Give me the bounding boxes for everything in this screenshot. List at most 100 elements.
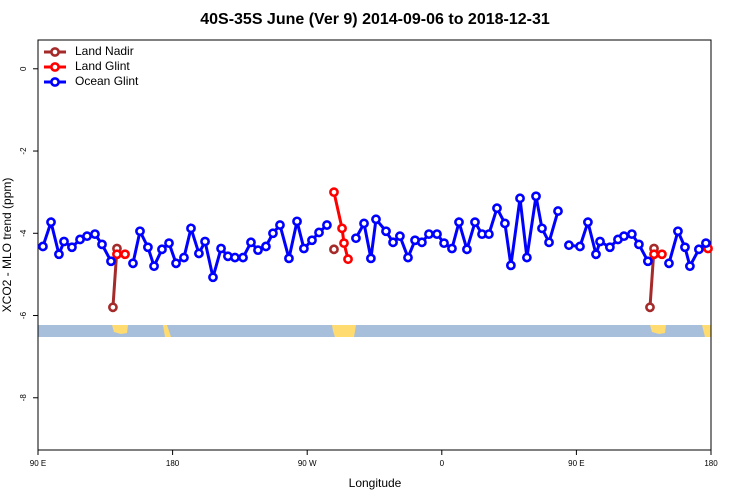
point (505, 260, 516, 271)
point (642, 256, 653, 267)
point (108, 302, 118, 313)
point (500, 218, 510, 229)
point (314, 227, 324, 238)
point (106, 256, 116, 267)
x-tick-label: 90 E (30, 459, 46, 468)
point (230, 252, 240, 263)
point (149, 261, 159, 272)
y-tick-label: -8 (19, 394, 28, 402)
point (595, 236, 605, 247)
point (299, 243, 309, 254)
point (657, 249, 667, 260)
point (143, 242, 153, 253)
point (619, 231, 629, 242)
x-tick-label: 180 (166, 459, 180, 468)
point (171, 258, 181, 269)
land-blob (332, 325, 356, 337)
point (164, 238, 174, 249)
point (521, 252, 532, 263)
point (284, 253, 294, 264)
point (67, 242, 77, 253)
point (575, 241, 585, 252)
point (329, 187, 339, 198)
legend-marker (50, 77, 60, 87)
point (179, 252, 189, 263)
point (531, 191, 541, 202)
y-axis-label: XCO2 - MLO trend (ppm) (0, 178, 14, 313)
point (90, 229, 100, 240)
ocean-strip (38, 325, 711, 337)
legend-label: Ocean Glint (75, 74, 139, 88)
point (351, 233, 361, 244)
y-tick-label: -2 (19, 147, 28, 155)
point (403, 252, 413, 263)
point (275, 220, 285, 230)
point (208, 272, 218, 283)
point (664, 258, 674, 269)
point (553, 206, 563, 216)
point (112, 249, 122, 260)
point (82, 231, 92, 242)
point (649, 249, 659, 260)
point (417, 237, 427, 248)
x-tick-label: 90 W (298, 459, 317, 468)
point (329, 244, 339, 255)
point (343, 254, 353, 265)
point (673, 226, 683, 237)
point (388, 237, 398, 248)
point (634, 239, 644, 250)
point (381, 226, 391, 237)
point (645, 302, 655, 313)
land-blob (702, 325, 711, 337)
x-axis-label: Longitude (349, 476, 402, 490)
point (366, 253, 376, 264)
point (157, 244, 167, 255)
point (97, 239, 107, 250)
point (38, 241, 48, 252)
point (238, 252, 248, 263)
point (253, 245, 263, 256)
point (701, 238, 711, 249)
point (268, 228, 278, 239)
point (186, 223, 196, 234)
point (135, 226, 145, 237)
series-line (41, 195, 707, 278)
point (292, 216, 302, 227)
point (462, 244, 472, 255)
point (470, 217, 480, 228)
y-tick-label: 0 (19, 66, 28, 71)
point (564, 240, 574, 251)
point (246, 237, 256, 248)
point (59, 236, 69, 247)
point (432, 229, 442, 240)
point (515, 193, 525, 204)
chart-title: 40S-35S June (Ver 9) 2014-09-06 to 2018-… (200, 11, 550, 28)
point (454, 217, 464, 228)
land-blob (650, 325, 666, 334)
point (200, 236, 210, 247)
point (120, 249, 130, 260)
point (685, 261, 695, 272)
point (128, 258, 138, 269)
map-strip (38, 325, 711, 337)
point (337, 223, 347, 234)
point (680, 242, 690, 253)
point (261, 241, 271, 252)
point (54, 249, 64, 260)
point (339, 238, 349, 249)
legend-marker (50, 47, 60, 57)
point (424, 229, 434, 240)
point (307, 235, 317, 246)
point (46, 217, 56, 228)
series-line (111, 248, 656, 308)
point (395, 231, 405, 242)
point (583, 217, 593, 228)
x-tick-label: 90 E (568, 459, 584, 468)
point (439, 238, 449, 249)
point (492, 203, 502, 214)
x-tick-label: 0 (440, 459, 445, 468)
land-blob (112, 325, 128, 334)
point (693, 244, 704, 255)
point (544, 237, 554, 248)
